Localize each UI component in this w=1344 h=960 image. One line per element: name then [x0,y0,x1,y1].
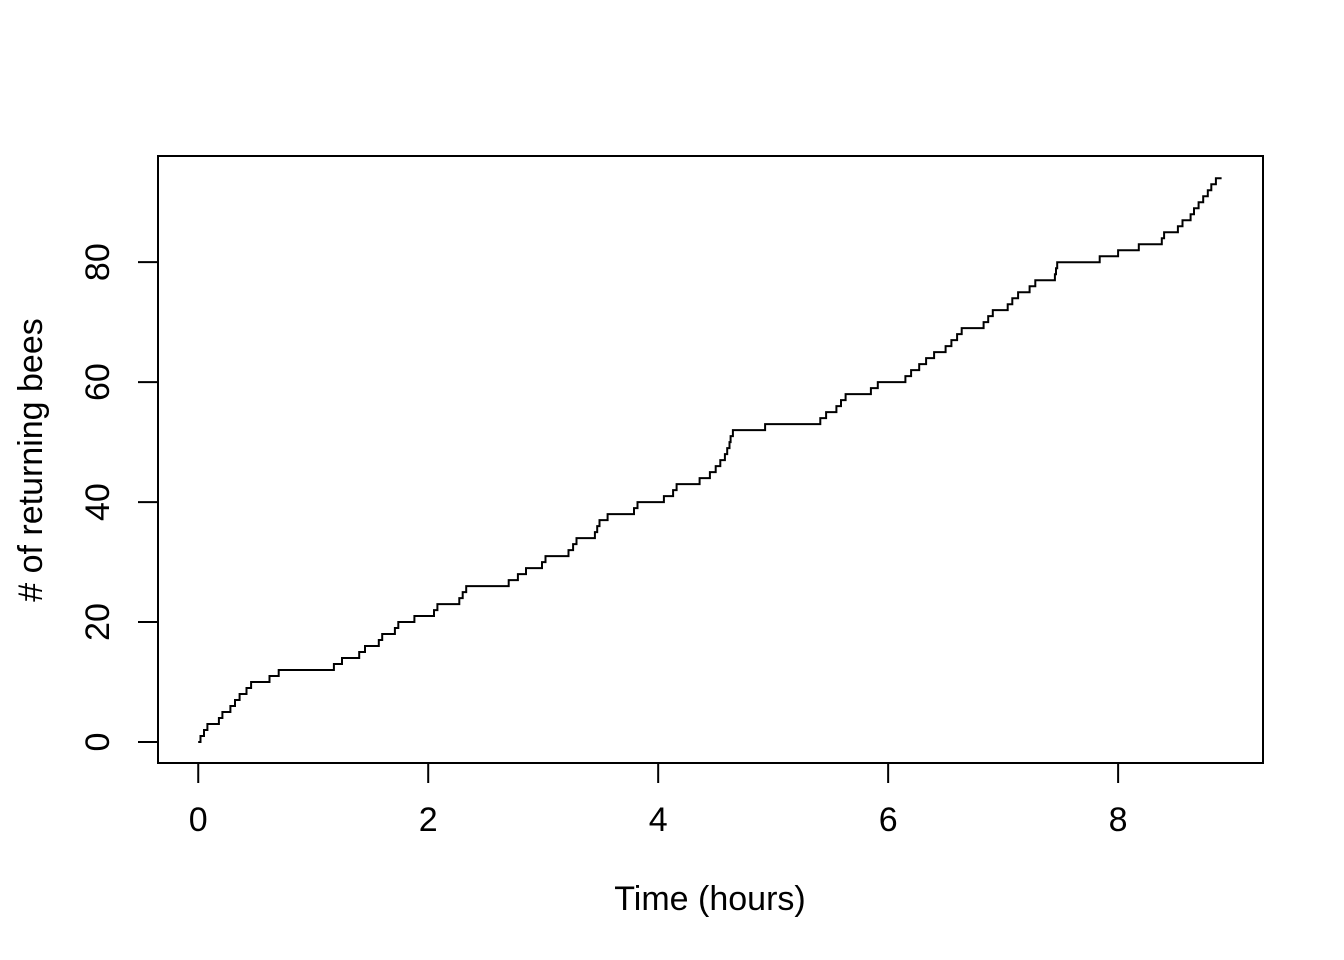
x-axis-ticks: 0 2 4 6 8 [189,763,1128,839]
y-tick-label: 0 [79,733,117,752]
y-tick-label: 40 [79,483,117,521]
x-tick-label: 2 [419,801,438,839]
y-tick-label: 60 [79,363,117,401]
y-axis-title: # of returning bees [12,318,50,602]
plot-border [157,155,1264,764]
x-tick-label: 0 [189,801,208,839]
x-tick-label: 4 [649,801,668,839]
step-line-series [198,177,1222,743]
y-tick-label: 20 [79,603,117,641]
y-tick-label: 80 [79,243,117,281]
x-axis-title: Time (hours) [614,880,805,918]
x-tick-label: 8 [1109,801,1128,839]
y-axis-ticks: 0 20 40 60 80 [79,243,158,751]
x-tick-label: 6 [879,801,898,839]
